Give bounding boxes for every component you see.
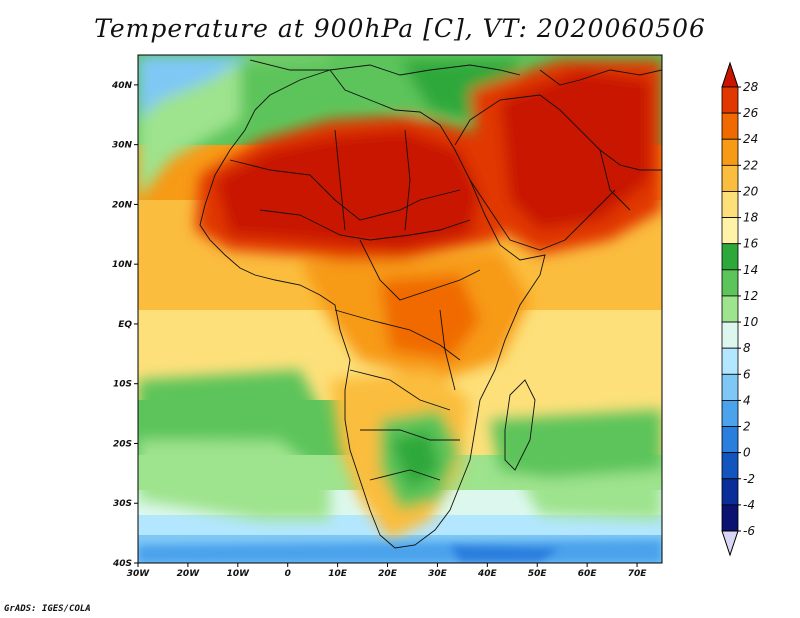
lat-tick-label: 40N (111, 81, 133, 91)
lon-tick-label: 40E (477, 569, 498, 579)
colorbar-label: 6 (743, 367, 751, 381)
lon-tick-label: 10E (328, 569, 348, 579)
colorbar-swatch (721, 504, 739, 532)
colorbar-label: 12 (743, 289, 758, 303)
lat-tick-label: 10N (112, 260, 133, 270)
colorbar-label: -6 (743, 524, 755, 538)
lat-tick-label: 30N (112, 141, 133, 151)
colorbar-arrow-top (721, 61, 739, 88)
lat-tick-label: 20N (112, 200, 133, 210)
colorbar-swatch (721, 400, 739, 427)
colorbar-swatch (721, 373, 739, 401)
colorbar-label: 2 (743, 420, 751, 434)
colorbar-swatch (721, 138, 739, 166)
lon-tick-label: 30E (428, 569, 448, 579)
colorbar-label: 26 (743, 106, 759, 120)
latitude-axis: 40N 30N 20N 10N EQ 10S 20S 30S 40S (111, 81, 138, 569)
coastlines (199, 59, 662, 549)
colorbar-label: 8 (743, 341, 751, 355)
colorbar-swatch (721, 164, 739, 192)
lon-tick-label: 10W (227, 569, 251, 579)
colorbar-swatch (721, 452, 739, 480)
map-title: Temperature at 900hPa [C], VT: 202006050… (94, 14, 706, 43)
colorbar-label: 24 (743, 132, 758, 146)
lon-tick-label: 60E (578, 569, 598, 579)
colorbar-label: 10 (743, 315, 759, 329)
lon-tick-label: 20W (177, 569, 201, 579)
colorbar-swatch (721, 217, 739, 245)
colorbar-swatch (721, 243, 739, 271)
lat-tick-label: 10S (113, 380, 132, 390)
lat-tick-label: 30S (113, 499, 132, 509)
lat-tick-label: EQ (118, 320, 132, 330)
lon-tick-label: 0 (285, 569, 291, 579)
colorbar-label: 28 (743, 80, 759, 94)
colorbar-swatch (721, 86, 739, 114)
colorbar-label: -4 (743, 498, 755, 512)
colorbar-label: 0 (743, 446, 751, 460)
lon-tick-label: 20E (378, 569, 398, 579)
temperature-field (138, 55, 662, 563)
lon-tick-label: 30W (127, 569, 151, 579)
longitude-axis: 30W 20W 10W 0 10E 20E 30E 40E 50E 60E 70E (127, 563, 647, 579)
colorbar-label: 14 (743, 263, 758, 277)
colorbar-label: 22 (743, 158, 758, 172)
plot-frame (137, 54, 663, 564)
lat-tick-label: 40S (112, 559, 132, 569)
colorbar-label: 20 (743, 184, 759, 198)
colorbar-swatch (721, 269, 739, 297)
colorbar-label: 16 (743, 237, 759, 251)
colorbar-swatch (721, 321, 739, 349)
lon-tick-label: 50E (528, 569, 548, 579)
colorbar-arrow-bottom (721, 530, 739, 557)
colorbar-label: 18 (743, 211, 759, 225)
colorbar-swatch (721, 295, 739, 323)
colorbar-swatch (721, 347, 739, 375)
colorbar-swatch (721, 112, 739, 140)
grads-credit: GrADS: IGES/COLA (4, 604, 91, 614)
colorbar-swatch (721, 191, 739, 218)
colorbar-swatch (721, 478, 739, 506)
lat-tick-label: 20S (113, 439, 132, 449)
lon-tick-label: 70E (628, 569, 648, 579)
colorbar-swatch (721, 426, 739, 454)
colorbar-label: -2 (743, 472, 755, 486)
colorbar-label: 4 (743, 393, 751, 407)
